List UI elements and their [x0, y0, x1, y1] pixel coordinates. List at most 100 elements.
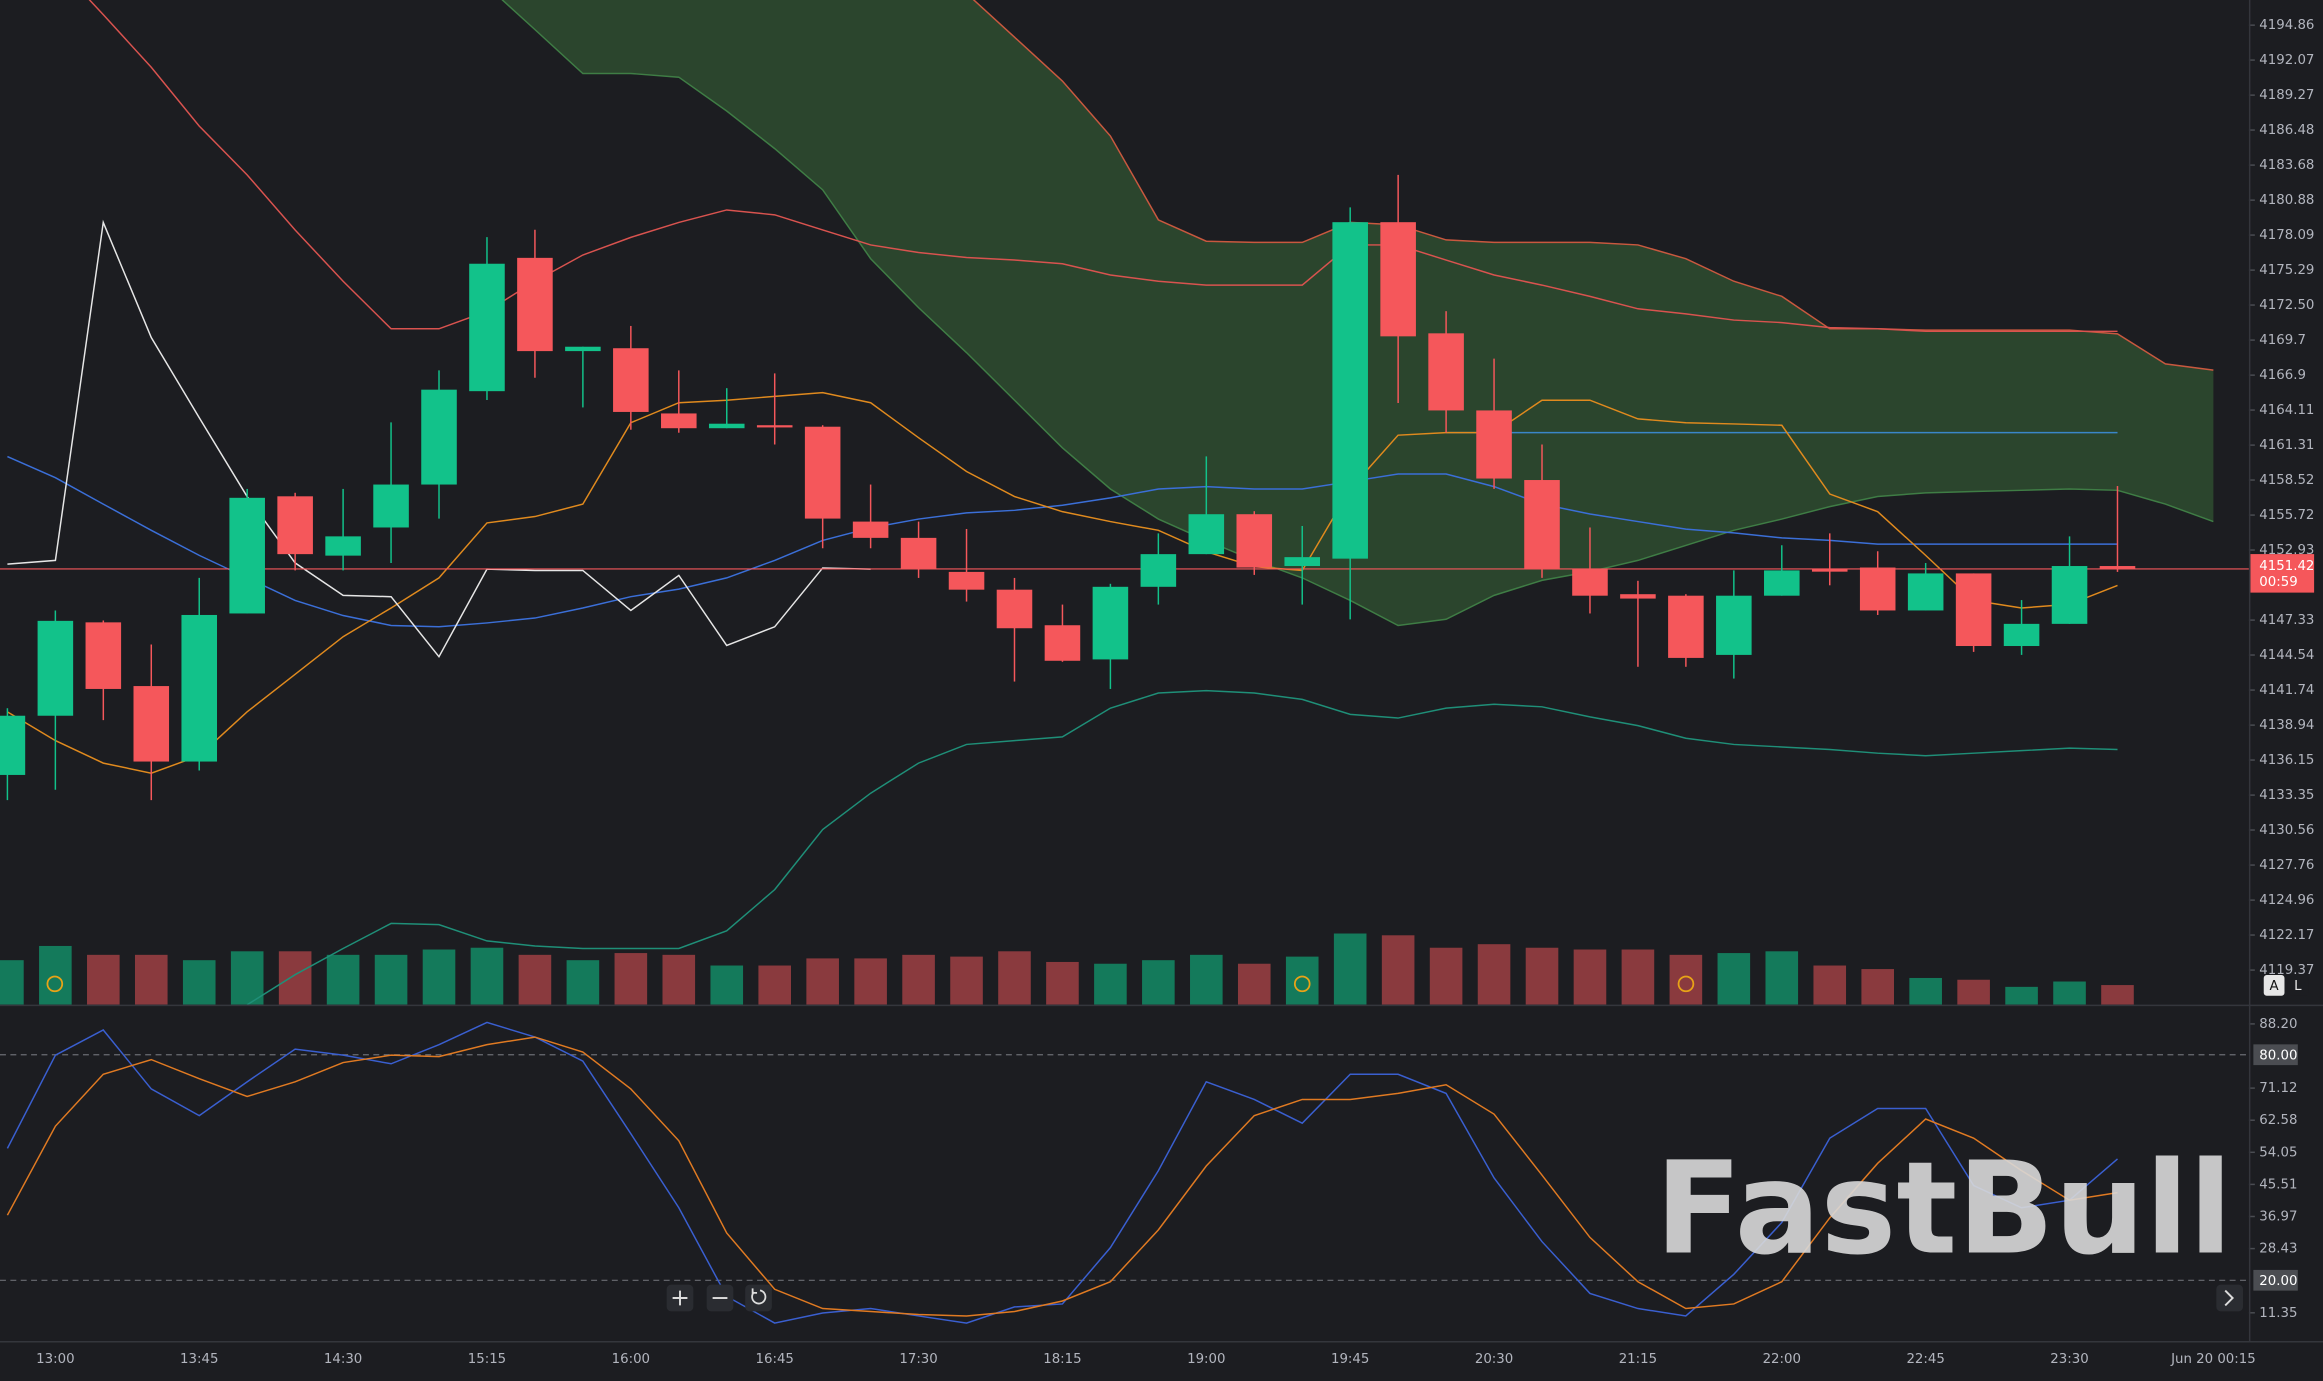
watermark: FastBull [1655, 1136, 2232, 1284]
y-tick-label: 45.51 [2259, 1177, 2297, 1192]
event-marker[interactable] [46, 975, 64, 993]
y-tick-label: 36.97 [2259, 1209, 2297, 1224]
y-tick-label: 4192.07 [2259, 53, 2314, 68]
auto-scale-label: A [2270, 979, 2279, 994]
reference-label-box [2253, 1269, 2298, 1291]
y-tick-label: 4138.94 [2259, 718, 2314, 733]
volume-bar [2053, 981, 2086, 1005]
x-tick-label: 14:30 [324, 1352, 362, 1367]
y-tick-label: 4144.54 [2259, 648, 2314, 663]
y-tick-label: 62.58 [2259, 1113, 2297, 1128]
candle-body [1092, 586, 1129, 660]
volume-bar [1094, 963, 1127, 1005]
x-tick-label: 15:15 [468, 1352, 506, 1367]
candle-body [1428, 333, 1464, 411]
scroll-right-button[interactable] [2216, 1284, 2243, 1312]
y-tick-label: 71.12 [2259, 1081, 2297, 1096]
candle-body [661, 413, 697, 429]
candle-body [2003, 623, 2040, 647]
y-tick-label: 4158.52 [2259, 473, 2314, 488]
scale-buttons: A L [2263, 974, 2309, 996]
candle-body [85, 622, 122, 689]
volume-bar [2005, 986, 2038, 1005]
candle-body [1668, 595, 1704, 658]
volume-bar [1861, 969, 1895, 1005]
x-tick-label: 19:45 [1331, 1352, 1369, 1367]
candle-body [469, 263, 505, 392]
candle-body [756, 425, 793, 428]
volume-bar [422, 949, 456, 1005]
x-tick-label: 19:00 [1187, 1352, 1225, 1367]
y-tick-label: 4194.86 [2259, 18, 2314, 33]
candle-body [852, 521, 889, 538]
volume-bar [950, 956, 983, 1005]
candle-body [1524, 480, 1560, 569]
y-tick-label: 4180.88 [2259, 193, 2314, 208]
volume-bar [1525, 947, 1559, 1005]
candle-body [996, 589, 1033, 629]
volume-bar [1621, 949, 1655, 1005]
volume-bar [182, 960, 216, 1005]
log-scale-button[interactable] [2287, 974, 2309, 996]
x-tick-label: 22:00 [1763, 1352, 1801, 1367]
x-tick-label: 16:00 [612, 1352, 650, 1367]
reference-label: 20.00 [2259, 1274, 2297, 1289]
indicator-line [246, 689, 2118, 1005]
y-tick-label: 4161.31 [2259, 438, 2314, 453]
reference-label-box [2253, 1044, 2298, 1066]
event-markers [46, 975, 1695, 993]
candle-body [325, 536, 361, 556]
candle-body [421, 389, 457, 485]
volume-bar [326, 954, 360, 1005]
candle-body [1764, 570, 1800, 596]
reset-button[interactable] [745, 1284, 772, 1312]
event-marker[interactable] [1677, 975, 1695, 993]
volume-bar [1237, 963, 1271, 1005]
candle-body [1332, 222, 1368, 559]
y-tick-label: 4136.15 [2259, 753, 2314, 768]
x-tick-label: 23:30 [2050, 1352, 2088, 1367]
y-tick-label: 4119.37 [2259, 963, 2314, 978]
volume-bar [1477, 944, 1511, 1005]
oscillator-line [6, 1036, 2118, 1317]
volume-bar [1717, 953, 1751, 1005]
candle-body [900, 537, 937, 569]
volume-bar [998, 951, 1031, 1005]
volume-bar [278, 951, 312, 1005]
volume-bar [758, 965, 792, 1005]
candle-body [229, 497, 265, 614]
volume-bar [87, 954, 120, 1005]
volume-bar [806, 958, 839, 1005]
x-tick-label: 20:30 [1475, 1352, 1513, 1367]
indicator-line [7, 455, 2118, 628]
y-tick-label: 4130.56 [2259, 823, 2314, 838]
volume-bar [854, 958, 887, 1005]
x-tick-label: 22:45 [1906, 1352, 1944, 1367]
x-tick-label: Jun 20 00:15 [2170, 1352, 2256, 1367]
volume-bar [374, 954, 408, 1005]
candle-body [517, 257, 553, 352]
volume-bar [1909, 977, 1942, 1005]
zoom-controls [666, 1284, 2243, 1312]
volume-bar [1142, 960, 1175, 1005]
last-price-label: 4151.42 [2259, 559, 2314, 574]
x-tick-label: 13:45 [180, 1352, 218, 1367]
y-tick-label: 4133.35 [2259, 788, 2314, 803]
candle-body [1716, 595, 1752, 655]
candle-body [948, 571, 985, 590]
oscillator-line [6, 1021, 2118, 1324]
y-tick-label: 4178.09 [2259, 228, 2314, 243]
volume-bar [230, 951, 264, 1005]
y-tick-label: 4169.7 [2259, 333, 2306, 348]
auto-scale-button[interactable] [2263, 974, 2285, 996]
y-tick-label: 4147.33 [2259, 613, 2314, 628]
candle-body [1044, 625, 1081, 661]
event-marker[interactable] [1293, 975, 1311, 993]
candle-body [1907, 573, 1944, 611]
candle-body [373, 484, 409, 528]
candle-body [1284, 557, 1321, 567]
candle-body [1620, 594, 1656, 599]
y-tick-label: 4183.68 [2259, 158, 2314, 173]
volume-bar [1285, 956, 1319, 1005]
